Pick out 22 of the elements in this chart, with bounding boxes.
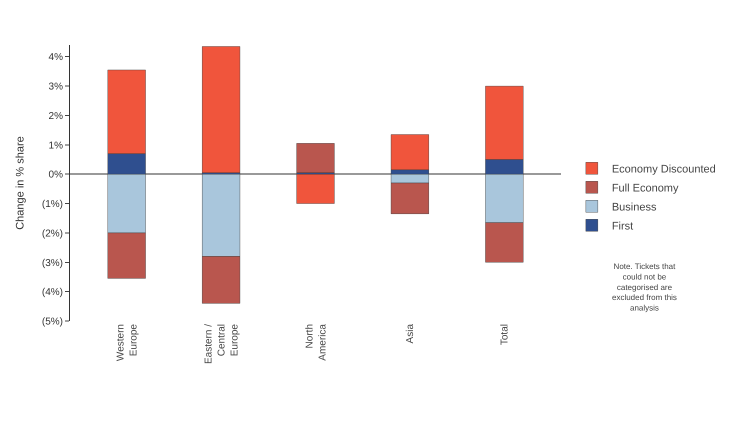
x-tick-label: Total <box>500 324 511 346</box>
legend-label: First <box>612 220 634 233</box>
legend-label: Full Economy <box>612 182 679 195</box>
text: Note. Tickets that could not be categorised are excluded from this analysis <box>612 262 677 313</box>
x-tick-label: Western Europe <box>115 324 140 362</box>
y-tick-label: (3%) <box>42 258 63 269</box>
y-tick-label: (1%) <box>42 199 63 210</box>
x-tick-label: North America <box>304 324 328 361</box>
y-tick-label: 2% <box>48 110 64 122</box>
legend-label: Business <box>612 202 657 214</box>
y-tick-label: 3% <box>48 82 64 93</box>
x-tick-label: Eastern / Central Europe <box>203 324 240 364</box>
y-tick-label: 4% <box>48 52 64 64</box>
y-tick-label: 0% <box>48 170 64 181</box>
bar <box>390 134 430 170</box>
y-tick-label: 1% <box>48 140 64 152</box>
y-tick-label: (4%) <box>42 287 63 298</box>
y-tick-label: (2%) <box>42 228 63 240</box>
y-tick-label: (5%) <box>42 316 63 328</box>
legend-label: Economy Discounted <box>612 164 716 176</box>
y-axis-title: Change in % share <box>14 136 27 230</box>
x-tick-label: Asia <box>405 324 416 344</box>
